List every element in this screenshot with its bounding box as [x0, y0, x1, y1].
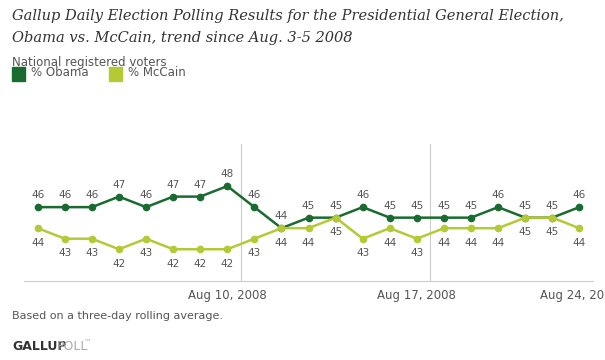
Text: 44: 44 — [573, 238, 586, 248]
Text: 44: 44 — [275, 238, 288, 248]
Text: 45: 45 — [518, 201, 532, 211]
Text: 47: 47 — [113, 180, 126, 190]
Text: 45: 45 — [383, 201, 396, 211]
Text: 46: 46 — [31, 190, 44, 200]
Text: 42: 42 — [221, 259, 234, 269]
Text: % McCain: % McCain — [128, 66, 186, 79]
Text: 45: 45 — [518, 228, 532, 237]
Text: 44: 44 — [302, 238, 315, 248]
Text: National registered voters: National registered voters — [12, 56, 167, 69]
Text: ™: ™ — [83, 338, 91, 347]
Text: GALLUP: GALLUP — [12, 340, 67, 353]
Text: 46: 46 — [356, 190, 369, 200]
Text: 46: 46 — [491, 190, 505, 200]
Text: 45: 45 — [329, 201, 342, 211]
Text: 46: 46 — [248, 190, 261, 200]
Text: 43: 43 — [85, 248, 99, 258]
Text: 44: 44 — [465, 238, 478, 248]
Text: 45: 45 — [546, 201, 559, 211]
Text: 46: 46 — [58, 190, 71, 200]
Text: 43: 43 — [58, 248, 71, 258]
Text: 44: 44 — [437, 238, 451, 248]
Text: 45: 45 — [302, 201, 315, 211]
Text: POLL: POLL — [56, 340, 88, 353]
Text: 46: 46 — [85, 190, 99, 200]
Text: 43: 43 — [410, 248, 424, 258]
Text: 47: 47 — [194, 180, 207, 190]
Text: 42: 42 — [166, 259, 180, 269]
Text: % Obama: % Obama — [31, 66, 89, 79]
Text: 44: 44 — [383, 238, 396, 248]
Text: 42: 42 — [194, 259, 207, 269]
Text: 47: 47 — [166, 180, 180, 190]
Text: 44: 44 — [31, 238, 44, 248]
Text: 44: 44 — [491, 238, 505, 248]
Text: 45: 45 — [465, 201, 478, 211]
Text: 43: 43 — [139, 248, 152, 258]
Text: Based on a three-day rolling average.: Based on a three-day rolling average. — [12, 311, 223, 321]
Text: 42: 42 — [113, 259, 126, 269]
Text: 43: 43 — [248, 248, 261, 258]
Text: 46: 46 — [573, 190, 586, 200]
Text: 43: 43 — [356, 248, 369, 258]
Text: 45: 45 — [410, 201, 424, 211]
Text: Gallup Daily Election Polling Results for the Presidential General Election,: Gallup Daily Election Polling Results fo… — [12, 9, 564, 23]
Text: 45: 45 — [546, 228, 559, 237]
Text: 45: 45 — [329, 228, 342, 237]
Text: 48: 48 — [221, 169, 234, 179]
Text: 46: 46 — [139, 190, 152, 200]
Text: 45: 45 — [437, 201, 451, 211]
Text: 44: 44 — [275, 211, 288, 221]
Text: Obama vs. McCain, trend since Aug. 3-5 2008: Obama vs. McCain, trend since Aug. 3-5 2… — [12, 31, 353, 45]
